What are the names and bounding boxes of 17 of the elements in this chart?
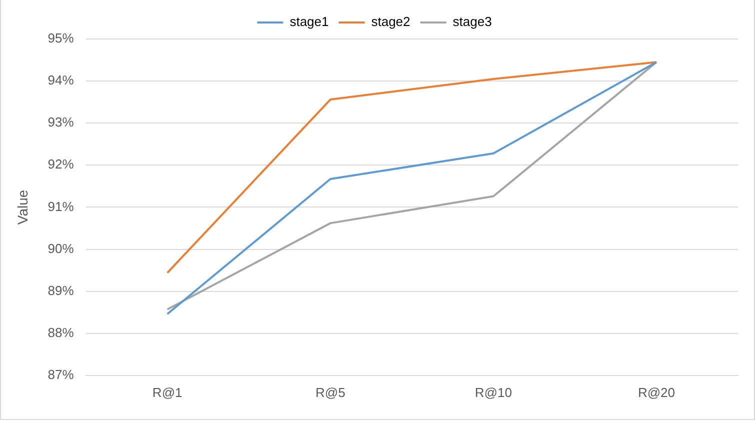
y-tick-label: 89% bbox=[48, 282, 74, 298]
y-tick-label: 88% bbox=[48, 324, 74, 340]
y-axis-title: Value bbox=[14, 190, 30, 225]
y-tick-label: 95% bbox=[48, 30, 74, 46]
x-tick-label: R@20 bbox=[638, 384, 675, 400]
y-tick-label: 90% bbox=[48, 240, 74, 256]
legend-label: stage2 bbox=[371, 14, 410, 30]
legend-label: stage1 bbox=[290, 14, 329, 30]
x-tick-label: R@10 bbox=[474, 384, 512, 400]
y-tick-label: 94% bbox=[48, 72, 74, 88]
x-tick-label: R@5 bbox=[315, 384, 346, 400]
y-tick-label: 87% bbox=[48, 366, 74, 382]
x-tick-label: R@1 bbox=[152, 384, 182, 400]
y-tick-label: 91% bbox=[48, 198, 74, 214]
legend-label: stage3 bbox=[452, 14, 492, 30]
y-tick-label: 93% bbox=[48, 114, 74, 130]
y-tick-label: 92% bbox=[48, 156, 74, 172]
